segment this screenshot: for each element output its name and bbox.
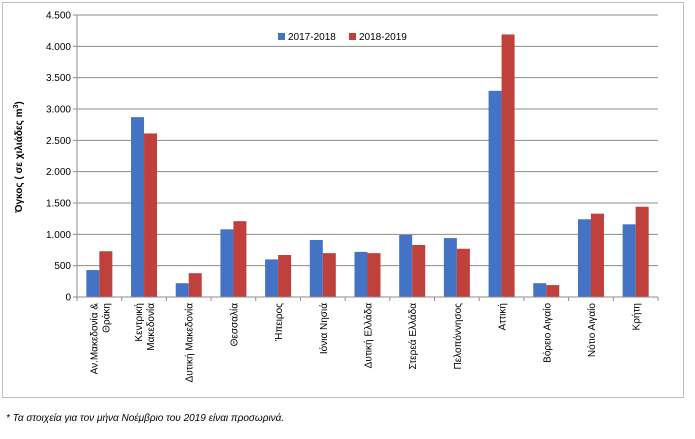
bar-2018-2019 — [322, 253, 336, 297]
bar-2017-2018 — [265, 259, 279, 297]
legend-swatch-2018-2019 — [349, 33, 356, 40]
bar-2017-2018 — [488, 90, 502, 298]
x-category-label: Ήπειρος — [274, 303, 285, 342]
bar-2018-2019 — [99, 251, 113, 297]
bar-2018-2019 — [456, 248, 470, 297]
x-category-label: Μακεδονία — [145, 303, 157, 351]
bar-2018-2019 — [144, 133, 158, 297]
bar-2018-2019 — [188, 273, 202, 297]
y-tick-label: 500 — [54, 261, 71, 272]
x-category-label: Νότιο Αιγαίο — [586, 303, 598, 357]
y-tick-label: 2.000 — [46, 167, 71, 178]
bars — [86, 34, 649, 298]
bar-2018-2019 — [412, 244, 426, 297]
y-tick-label: 0 — [65, 293, 71, 304]
bar-2017-2018 — [175, 283, 189, 297]
chart-frame — [2, 2, 684, 398]
footnote: * Τα στοιχεία για τον μήνα Νοέμβριο του … — [6, 413, 285, 424]
x-category-label: Δυτική Ελλάδα — [363, 303, 375, 369]
bar-2018-2019 — [501, 34, 515, 297]
y-tick-label: 4.500 — [46, 11, 71, 22]
x-category-label: Αν.Μακεδονία & — [88, 303, 100, 375]
y-axis-label-main: Όγκος ( σε χιλιάδες m — [14, 108, 25, 213]
x-category-label: Θεσσαλία — [228, 303, 240, 347]
y-axis-label-end: ) — [14, 101, 25, 104]
bar-2017-2018 — [309, 239, 323, 297]
legend: 2017-2018 2018-2019 — [278, 32, 407, 43]
x-category-labels: Αν.Μακεδονία & Θράκη Κεντρική Μακεδονία Δυτι… — [88, 303, 642, 383]
y-axis-label: Όγκος ( σε χιλιάδες m3) — [13, 101, 25, 214]
bar-2017-2018 — [86, 270, 100, 297]
bar-2018-2019 — [635, 206, 649, 297]
legend-swatch-2017-2018 — [278, 33, 285, 40]
x-category-label: Πελοπόννησος — [452, 303, 464, 370]
x-category-label: Στερεά Ελλάδα — [407, 303, 419, 370]
bar-2017-2018 — [533, 283, 547, 297]
bar-2017-2018 — [443, 238, 457, 297]
axes — [76, 15, 659, 301]
x-category-label: Κεντρική — [133, 303, 145, 342]
x-category-label: Θράκη — [100, 303, 112, 333]
y-tick-label: 2.500 — [46, 136, 71, 147]
bar-2018-2019 — [278, 255, 292, 297]
y-axis-label-sup: 3 — [13, 104, 20, 108]
bar-2017-2018 — [577, 219, 591, 297]
bar-2018-2019 — [233, 221, 247, 297]
legend-label-2018-2019: 2018-2019 — [359, 32, 407, 43]
x-category-label: Κρήτη — [631, 303, 643, 330]
x-category-label: Ιόνια Νησιά — [318, 303, 330, 354]
bar-2018-2019 — [590, 213, 604, 297]
x-category-label: Βόρειο Αιγαίο — [541, 303, 553, 363]
bar-2017-2018 — [220, 229, 234, 297]
y-tick-label: 4.000 — [46, 42, 71, 53]
bar-2017-2018 — [622, 224, 636, 297]
bar-2018-2019 — [367, 253, 381, 297]
x-category-label: Αττική — [497, 303, 509, 330]
y-tick-labels: 0 500 1.000 1.500 2.000 2.500 3.000 3.500 4.000 4… — [46, 11, 71, 304]
bar-2017-2018 — [399, 234, 413, 297]
y-tick-label: 3.000 — [46, 105, 71, 116]
y-tick-label: 1.000 — [46, 230, 71, 241]
y-tick-label: 3.500 — [46, 73, 71, 84]
bar-2018-2019 — [546, 285, 560, 297]
x-category-label: Δυτική Μακεδονία — [184, 303, 196, 383]
legend-label-2017-2018: 2017-2018 — [288, 32, 336, 43]
bar-2017-2018 — [354, 251, 368, 297]
y-tick-label: 1.500 — [46, 199, 71, 210]
bar-2017-2018 — [131, 117, 145, 297]
